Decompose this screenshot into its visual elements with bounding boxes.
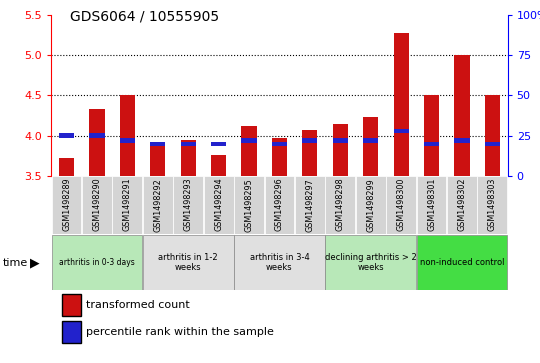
FancyBboxPatch shape [417,235,507,290]
Bar [424,142,439,146]
FancyBboxPatch shape [234,176,264,234]
Text: arthritis in 3-4
weeks: arthritis in 3-4 weeks [249,253,309,272]
Text: GSM1498290: GSM1498290 [92,178,102,232]
FancyBboxPatch shape [326,235,416,290]
Text: arthritis in 0-3 days: arthritis in 0-3 days [59,258,135,267]
Text: transformed count: transformed count [86,300,190,310]
Text: GSM1498291: GSM1498291 [123,178,132,232]
FancyBboxPatch shape [356,176,386,234]
Bar [180,140,196,176]
Text: GSM1498303: GSM1498303 [488,178,497,231]
Bar [59,134,74,138]
Text: GSM1498297: GSM1498297 [306,178,314,232]
Text: percentile rank within the sample: percentile rank within the sample [86,327,274,337]
FancyBboxPatch shape [173,176,203,234]
FancyBboxPatch shape [386,176,416,234]
Text: GDS6064 / 10555905: GDS6064 / 10555905 [70,9,219,23]
Bar [333,123,348,176]
Bar [59,158,74,176]
Text: non-induced control: non-induced control [420,258,504,267]
Bar [302,130,318,176]
Text: GSM1498289: GSM1498289 [62,178,71,232]
Bar [272,142,287,146]
Text: declining arthritis > 2
weeks: declining arthritis > 2 weeks [325,253,416,272]
Bar [150,145,165,176]
Bar [394,129,409,133]
Bar [89,109,105,176]
Bar [241,126,256,176]
FancyBboxPatch shape [143,176,173,234]
Bar [211,155,226,176]
Bar [120,95,135,176]
FancyBboxPatch shape [52,176,82,234]
Text: GSM1498295: GSM1498295 [245,178,254,232]
FancyBboxPatch shape [82,176,112,234]
FancyBboxPatch shape [295,176,325,234]
Bar [363,138,379,143]
Bar [454,55,470,176]
FancyBboxPatch shape [265,176,294,234]
Bar [241,138,256,143]
FancyBboxPatch shape [204,176,233,234]
FancyBboxPatch shape [326,176,355,234]
Text: GSM1498298: GSM1498298 [336,178,345,232]
FancyBboxPatch shape [447,176,477,234]
FancyBboxPatch shape [234,235,325,290]
Bar [394,33,409,176]
Text: GSM1498294: GSM1498294 [214,178,223,232]
FancyBboxPatch shape [477,176,507,234]
Text: GSM1498301: GSM1498301 [427,178,436,231]
Bar [454,138,470,143]
Bar [424,95,439,176]
Bar [120,138,135,143]
Bar [272,138,287,176]
Text: GSM1498300: GSM1498300 [396,178,406,231]
Text: GSM1498302: GSM1498302 [457,178,467,231]
Text: arthritis in 1-2
weeks: arthritis in 1-2 weeks [158,253,218,272]
FancyBboxPatch shape [112,176,142,234]
FancyBboxPatch shape [52,235,142,290]
Bar [180,142,196,146]
Text: GSM1498292: GSM1498292 [153,178,162,232]
Bar [333,138,348,143]
Bar [485,142,500,146]
Text: GSM1498296: GSM1498296 [275,178,284,232]
Bar [150,142,165,146]
FancyBboxPatch shape [417,176,447,234]
FancyBboxPatch shape [143,235,233,290]
Text: GSM1498293: GSM1498293 [184,178,193,232]
Bar [89,134,105,138]
Text: GSM1498299: GSM1498299 [366,178,375,232]
Text: ▶: ▶ [30,257,39,270]
Bar [302,138,318,143]
Bar [485,95,500,176]
Bar [211,142,226,146]
Bar [363,117,379,176]
Text: time: time [3,258,28,268]
